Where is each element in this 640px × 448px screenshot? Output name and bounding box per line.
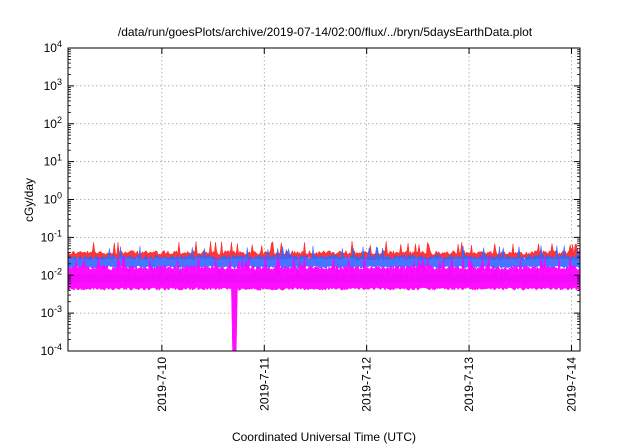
x-tick-label: 2019-7-14 [564, 357, 578, 412]
x-axis-title: Coordinated Universal Time (UTC) [232, 430, 416, 444]
chart-title: /data/run/goesPlots/archive/2019-07-14/0… [118, 25, 533, 39]
x-tick-label: 2019-7-13 [462, 357, 476, 412]
y-tick-label: 100 [44, 191, 62, 207]
x-tick-label: 2019-7-11 [257, 357, 271, 411]
y-tick-labels: 10-4 10-3 10-2 10-1 100 101 102 103 104 [41, 39, 62, 358]
y-tick-label: 10-1 [41, 228, 62, 244]
x-tick-label: 2019-7-10 [155, 357, 169, 412]
series-layer [67, 240, 581, 352]
y-tick-label: 10-4 [41, 342, 62, 358]
y-tick-label: 101 [44, 153, 62, 169]
x-tick-labels: 2019-7-10 2019-7-11 2019-7-12 2019-7-13 2019… [155, 357, 579, 412]
y-axis-title: cGy/day [22, 178, 36, 222]
y-tick-label: 10-3 [41, 304, 62, 320]
y-tick-label: 102 [44, 115, 62, 131]
y-tick-label: 104 [44, 39, 62, 55]
tick-marks [68, 47, 580, 352]
y-tick-label: 103 [44, 77, 62, 93]
y-tick-label: 10-2 [41, 266, 62, 282]
x-tick-label: 2019-7-12 [360, 357, 374, 412]
